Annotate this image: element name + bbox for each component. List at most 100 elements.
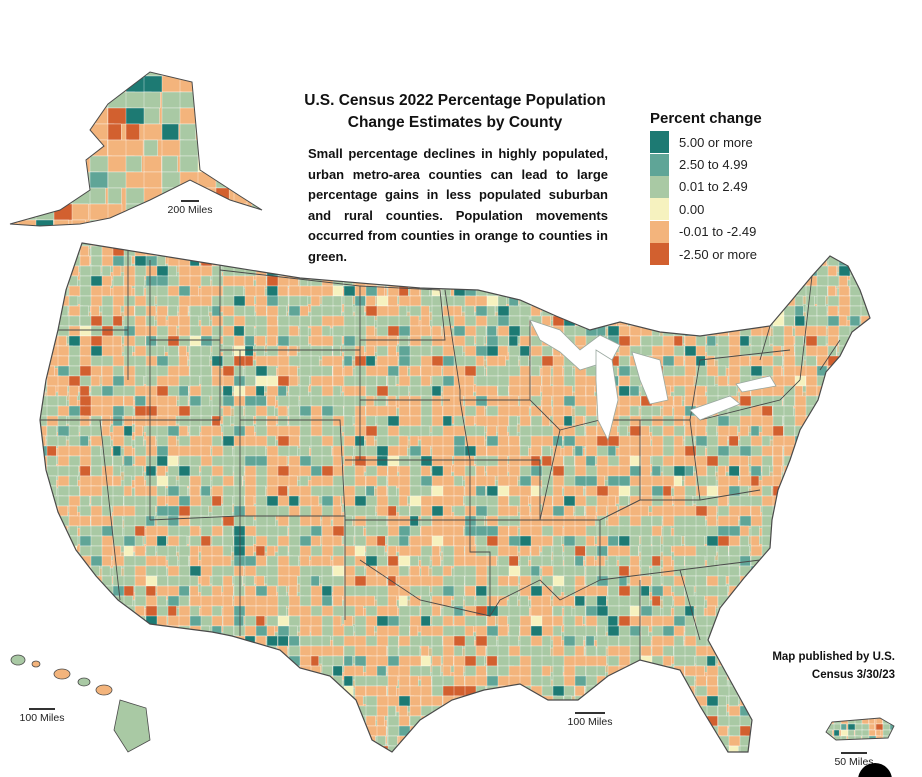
county-cell <box>849 695 863 707</box>
county-cell <box>486 325 497 337</box>
county-cell <box>233 495 245 507</box>
county-cell <box>18 236 35 252</box>
county-cell <box>200 645 214 657</box>
county-cell <box>728 465 740 477</box>
county-cell <box>827 243 843 247</box>
county-cell <box>453 595 464 607</box>
county-cell <box>684 565 698 577</box>
county-cell <box>651 405 661 417</box>
county-cell <box>143 139 158 157</box>
county-cell <box>854 718 866 719</box>
county-cell <box>794 545 810 557</box>
county-cell <box>211 295 225 307</box>
county-cell <box>189 243 202 247</box>
county-cell <box>563 555 575 567</box>
county-cell <box>189 705 200 717</box>
county-cell <box>420 485 432 497</box>
county-cell <box>541 445 551 457</box>
county-cell <box>761 275 775 287</box>
county-cell <box>673 415 684 427</box>
county-cell <box>849 705 861 717</box>
county-cell <box>761 575 775 587</box>
county-cell <box>79 715 96 727</box>
county-cell <box>167 695 183 707</box>
county-cell <box>40 475 46 487</box>
county-cell <box>211 605 223 617</box>
county-cell <box>761 525 772 537</box>
county-cell <box>629 675 641 687</box>
county-cell <box>211 665 229 677</box>
county-cell <box>563 415 573 427</box>
county-cell <box>431 445 445 457</box>
county-cell <box>167 315 180 327</box>
county-cell <box>332 575 346 587</box>
county-cell <box>596 285 607 297</box>
county-cell <box>179 139 206 157</box>
county-cell <box>761 435 771 447</box>
legend-swatch <box>650 131 669 154</box>
county-cell <box>112 675 122 687</box>
county-cell <box>585 505 597 517</box>
county-cell <box>167 495 181 507</box>
county-cell <box>717 265 729 277</box>
county-cell <box>607 255 620 267</box>
county-cell <box>200 665 210 677</box>
county-cell <box>872 626 885 636</box>
county-cell <box>90 375 101 387</box>
county-cell <box>607 265 618 277</box>
county-cell <box>321 715 331 727</box>
county-cell <box>816 295 826 307</box>
county-cell <box>706 425 717 437</box>
county-cell <box>68 625 83 637</box>
county-cell <box>662 605 672 617</box>
county-cell <box>376 295 390 307</box>
county-cell <box>233 139 252 157</box>
county-cell <box>167 425 181 437</box>
county-cell <box>618 485 631 497</box>
county-cell <box>244 575 255 587</box>
county-cell <box>640 275 656 287</box>
county-cell <box>365 325 375 337</box>
county-cell <box>376 555 388 567</box>
county-cell <box>607 243 617 247</box>
county-cell <box>761 705 774 717</box>
county-cell <box>574 445 584 457</box>
county-cell <box>872 686 884 696</box>
county-cell <box>530 505 541 517</box>
county-cell <box>36 236 56 252</box>
county-cell <box>684 655 695 667</box>
county-cell <box>123 485 133 497</box>
county-cell <box>585 475 598 487</box>
county-cell <box>101 415 112 427</box>
county-cell <box>772 525 789 537</box>
county-cell <box>475 425 485 437</box>
county-cell <box>475 655 485 667</box>
county-cell <box>872 576 881 586</box>
county-cell <box>125 139 144 157</box>
county-cell <box>431 425 444 437</box>
county-cell <box>321 685 338 697</box>
county-cell <box>761 445 773 457</box>
county-cell <box>145 465 157 477</box>
county-cell <box>520 756 535 766</box>
county-cell <box>794 445 810 457</box>
county-cell <box>772 355 783 367</box>
county-cell <box>354 545 366 557</box>
county-cell <box>761 465 770 477</box>
county-cell <box>585 385 595 397</box>
county-cell <box>79 465 91 477</box>
county-cell <box>849 455 866 467</box>
county-cell <box>233 585 245 597</box>
county-cell <box>215 75 238 93</box>
county-cell <box>618 325 631 337</box>
county-cell <box>827 742 835 748</box>
county-cell <box>167 455 179 467</box>
county-cell <box>255 245 268 257</box>
alaska-inset <box>9 71 263 252</box>
county-cell <box>432 756 442 766</box>
county-cell <box>376 565 390 577</box>
county-cell <box>156 315 167 327</box>
county-cell <box>420 645 430 657</box>
county-cell <box>805 385 818 397</box>
county-cell <box>442 435 456 447</box>
